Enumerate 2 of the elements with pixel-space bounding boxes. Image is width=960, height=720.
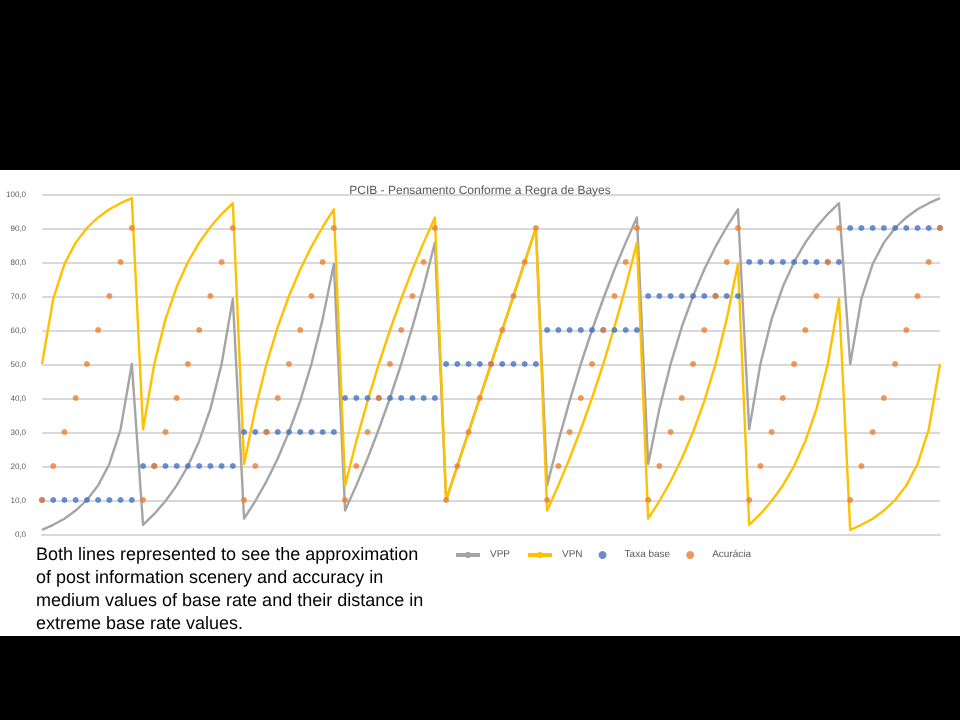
line-series bbox=[40, 196, 942, 532]
text: Both lines represented to see the approximation of post information scenery and accuracy in medium values of base rate and their distance in extreme base rate values. bbox=[36, 543, 429, 633]
